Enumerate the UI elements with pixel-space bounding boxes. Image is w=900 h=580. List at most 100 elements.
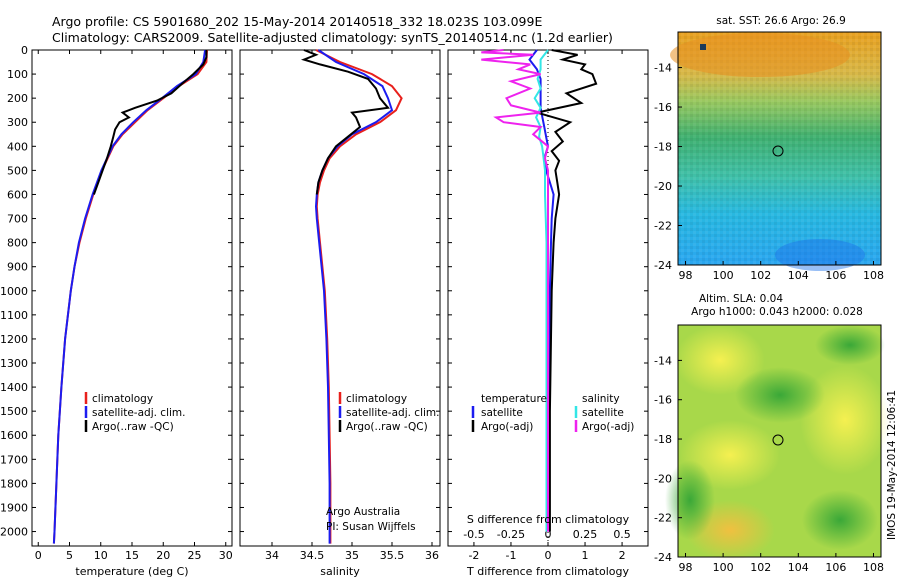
x-tick-label: 35.5 [380, 549, 405, 562]
legend-temp-sat-label: satellite [481, 407, 523, 419]
lon-tick-label: 104 [788, 561, 809, 574]
sla-high-1 [675, 325, 765, 395]
temperature-legend: climatology satellite-adj. clim. Argo(..… [84, 392, 185, 433]
lon-tick-label: 98 [679, 561, 693, 574]
sst-lon-axis: 98 100 102 104 106 108 [679, 261, 884, 282]
depth-tick-label: 400 [7, 140, 28, 153]
lon-tick-label: 102 [750, 561, 771, 574]
x-tick-label: 34 [265, 549, 279, 562]
depth-tick-label: 1200 [0, 333, 28, 346]
depth-tick-label: 500 [7, 164, 28, 177]
s-satellite-line [533, 49, 549, 532]
lat-tick-label: -14 [654, 62, 672, 75]
sst-map-frame [677, 31, 882, 266]
lat-tick-label: -20 [654, 472, 672, 485]
depth-tick-label: 100 [7, 68, 28, 81]
lon-tick-label: 102 [750, 269, 771, 282]
lat-tick-label: -24 [654, 551, 672, 564]
lon-tick-label: 100 [713, 561, 734, 574]
satellite-adj-clim-line [314, 49, 394, 544]
sst-lat-axis: -14 -16 -18 -20 -22 -24 [654, 62, 682, 272]
sla-lat-axis: -14 -16 -18 -20 -22 -24 [654, 354, 682, 564]
sst-map-title: sat. SST: 26.6 Argo: 26.9 [716, 15, 846, 27]
x-tick-label: 2 [619, 549, 626, 562]
legend-temp-title: temperature [481, 393, 547, 405]
lat-tick-label: -18 [654, 141, 672, 154]
depth-tick-label: 800 [7, 237, 28, 250]
x-tick-label: 34.5 [300, 549, 325, 562]
lon-tick-label: 104 [788, 269, 809, 282]
sla-low-4 [665, 460, 715, 540]
title-line1: Argo profile: CS 5901680_202 15-May-2014… [52, 14, 542, 29]
temperature-series [52, 49, 208, 544]
legend-argo-label: Argo(..raw -QC) [346, 421, 428, 433]
legend-sal-argo-label: Argo(-adj) [582, 421, 634, 433]
depth-tick-label: 1800 [0, 477, 28, 490]
s-tick-label: 0 [545, 528, 552, 541]
difference-series [481, 49, 598, 532]
legend-sat-label: satellite-adj. clim. [346, 407, 439, 419]
t-difference-x-axis: -2 -1 0 1 2 [468, 50, 626, 562]
sst-land-pixel [700, 44, 706, 50]
lat-tick-label: -22 [654, 220, 672, 233]
depth-tick-label: 900 [7, 261, 28, 274]
depth-tick-label: 1600 [0, 429, 28, 442]
t-diff-xlabel: T difference from climatology [466, 565, 629, 578]
s-diff-xlabel: S difference from climatology [467, 513, 630, 526]
lon-tick-label: 98 [679, 269, 693, 282]
lon-tick-label: 108 [863, 561, 884, 574]
depth-tick-label: 700 [7, 213, 28, 226]
lat-tick-label: -22 [654, 512, 672, 525]
temperature-x-axis: 0 5 10 15 20 25 30 [35, 50, 233, 562]
salinity-panel [239, 49, 441, 547]
legend-sal-sat-label: satellite [582, 407, 624, 419]
x-tick-label: 20 [156, 549, 170, 562]
argo-raw-qc-line [300, 49, 390, 195]
t-satellite-line [528, 49, 555, 532]
salinity-legend: climatology satellite-adj. clim. Argo(..… [326, 392, 439, 533]
depth-tick-label: 1300 [0, 357, 28, 370]
depth-tick-label: 1400 [0, 381, 28, 394]
lat-tick-label: -16 [654, 394, 672, 407]
sst-warm-patch [670, 33, 850, 77]
satellite-adj-clim-line [52, 49, 207, 544]
argo-raw-qc-line [92, 50, 208, 195]
salinity-x-axis: 34 34.5 35 35.5 36 [265, 50, 439, 562]
depth-tick-label: 2000 [0, 526, 28, 539]
lon-tick-label: 108 [863, 269, 884, 282]
sst-cool-patch [775, 239, 865, 271]
credit-line2: PI: Susan Wijffels [326, 521, 416, 533]
legend-argo-label: Argo(..raw -QC) [92, 421, 174, 433]
lat-tick-label: -24 [654, 259, 672, 272]
depth-tick-label: 300 [7, 116, 28, 129]
x-tick-label: -2 [468, 549, 479, 562]
depth-axis: 0 100 200 300 400 500 600 700 800 900 1000 1100 1200… [0, 44, 648, 539]
lon-tick-label: 100 [713, 269, 734, 282]
legend-sal-title: salinity [582, 393, 620, 405]
x-tick-label: 1 [582, 549, 589, 562]
sla-map-title2: Argo h1000: 0.043 h2000: 0.028 [691, 306, 863, 318]
s-tick-label: -0.5 [463, 528, 484, 541]
credit-line1: Argo Australia [326, 506, 400, 518]
depth-tick-label: 1900 [0, 501, 28, 514]
depth-tick-label: 1000 [0, 285, 28, 298]
x-tick-label: 10 [94, 549, 108, 562]
x-tick-label: 5 [66, 549, 73, 562]
sla-low-1 [735, 367, 825, 423]
x-tick-label: 0 [35, 549, 42, 562]
depth-tick-label: 1500 [0, 405, 28, 418]
sla-map-title1: Altim. SLA: 0.04 [699, 293, 783, 305]
x-tick-label: 0 [545, 549, 552, 562]
s-argo-adj-line [481, 49, 550, 532]
s-difference-x-axis: -0.5 -0.25 0 0.25 0.5 [463, 528, 631, 541]
s-tick-label: -0.25 [497, 528, 525, 541]
imos-stamp: IMOS 19-May-2014 12:06:41 [886, 390, 898, 540]
sla-low-3 [802, 490, 878, 550]
depth-tick-label: 600 [7, 188, 28, 201]
lon-tick-label: 106 [825, 269, 846, 282]
lat-tick-label: -16 [654, 101, 672, 114]
sst-map [670, 31, 882, 271]
argo-location-marker [772, 434, 784, 446]
x-tick-label: 35 [345, 549, 359, 562]
